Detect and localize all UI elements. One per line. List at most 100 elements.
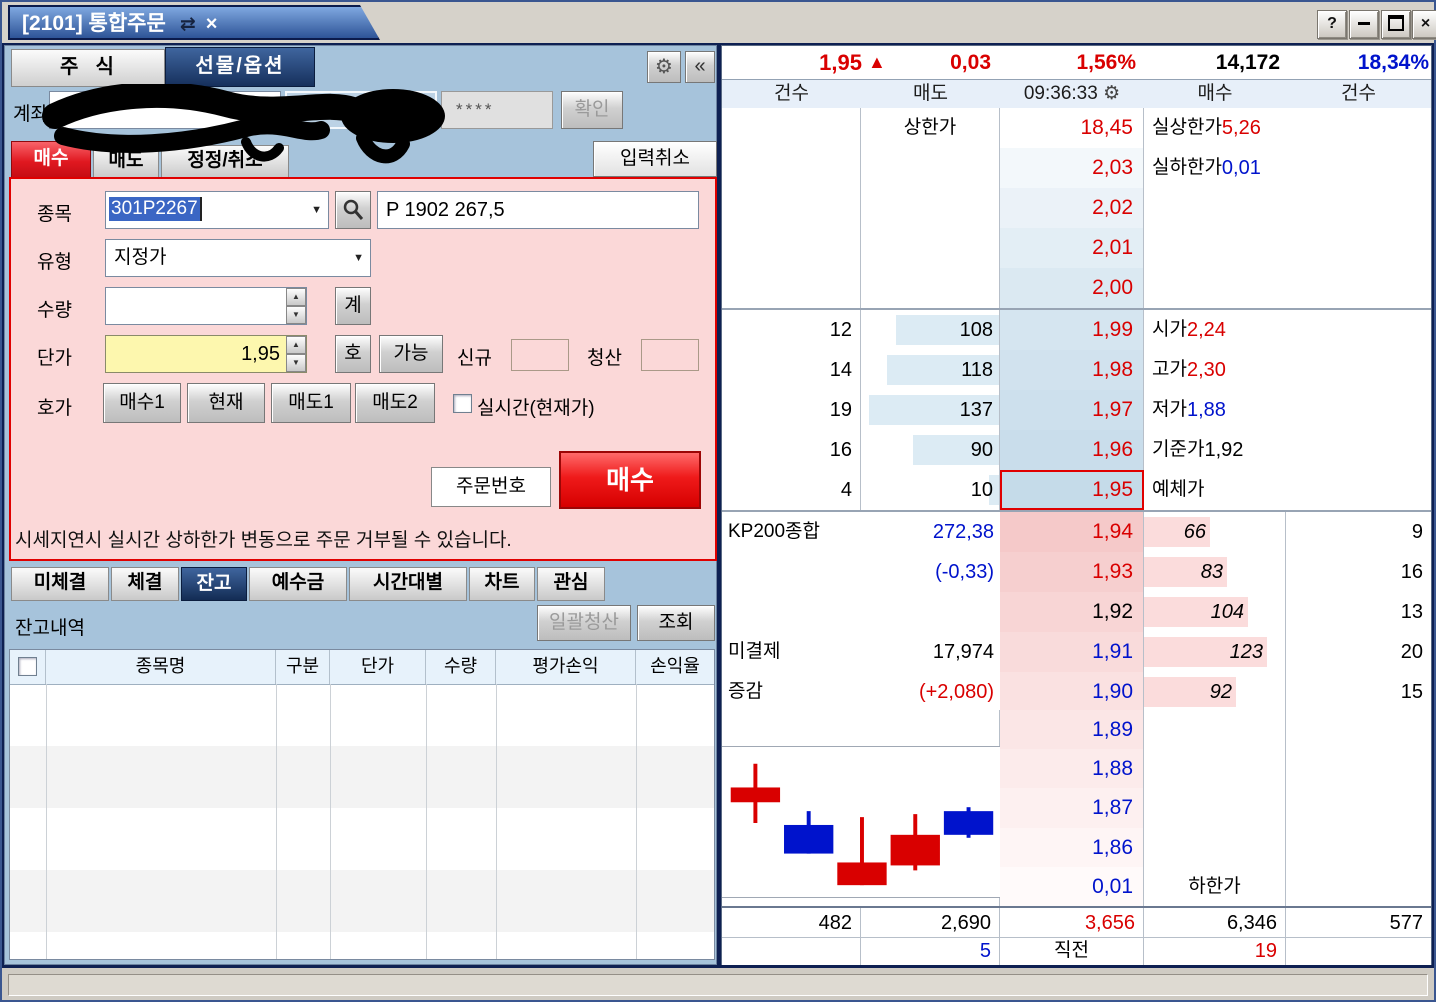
hoga-sell2-button[interactable]: 매도2 — [355, 383, 435, 423]
ask-count: 4 — [722, 470, 861, 510]
spin-down-icon[interactable]: ▼ — [286, 354, 306, 372]
bid-depth-bar: 92 — [1144, 677, 1236, 707]
ask-qty-cell: 90 — [861, 430, 1000, 470]
spin-up-icon[interactable]: ▲ — [286, 336, 306, 354]
ask-qty: 90 — [970, 439, 993, 461]
liquidate-position-field[interactable] — [641, 339, 699, 371]
current-price-cell[interactable]: 1,95 — [1000, 470, 1144, 510]
price-cell[interactable]: 0,01 — [1000, 866, 1144, 907]
price-cell[interactable]: 1,89 — [1000, 710, 1144, 750]
symbol-combo[interactable]: 301P2267 ▼ — [105, 191, 329, 229]
order-type-select[interactable]: 지정가 ▼ — [105, 239, 371, 277]
change-pct: 1,56% — [1076, 51, 1136, 74]
collapse-button[interactable]: « — [685, 51, 715, 83]
confirm-button[interactable]: 확인 — [561, 91, 623, 129]
quantity-total-button[interactable]: 계 — [335, 287, 371, 325]
price-cell[interactable]: 1,97 — [1000, 390, 1144, 430]
tab-balance[interactable]: 잔고 — [181, 567, 247, 601]
tab-deposits[interactable]: 예수금 — [249, 567, 347, 601]
chevron-down-icon[interactable]: ▼ — [311, 204, 322, 216]
open-interest-value: 17,974 — [932, 641, 994, 663]
gear-icon[interactable]: ⚙ — [1103, 83, 1121, 104]
new-position-field[interactable] — [511, 339, 569, 371]
price-cell[interactable]: 2,02 — [1000, 188, 1144, 228]
bid-qty: 123 — [1229, 641, 1263, 663]
oi-change-value: (+2,080) — [918, 681, 994, 703]
account-number-field[interactable] — [49, 91, 281, 129]
cancel-input-button[interactable]: 입력취소 — [593, 141, 717, 177]
ask-depth-bar — [896, 315, 999, 345]
ask-qty: 118 — [961, 359, 993, 381]
close-button[interactable]: × — [1412, 10, 1436, 39]
tab-watchlist[interactable]: 관심 — [537, 567, 605, 601]
tab-modify-cancel[interactable]: 정정/취소 — [161, 145, 289, 179]
query-button[interactable]: 조회 — [637, 605, 715, 641]
col-side: 구분 — [276, 650, 330, 684]
tab-time[interactable]: 시간대별 — [349, 567, 467, 601]
candlestick-svg — [730, 763, 994, 886]
account-name-field[interactable] — [285, 91, 437, 129]
tab-open-orders[interactable]: 미체결 — [11, 567, 109, 601]
symbol-name-field[interactable]: P 1902 267,5 — [377, 191, 699, 229]
price-cell[interactable]: 1,87 — [1000, 788, 1144, 828]
price-cell[interactable]: 1,98 — [1000, 350, 1144, 390]
chevron-down-icon[interactable]: ▼ — [353, 252, 364, 264]
ask-row: 14 118 1,98 고가 2,30 — [722, 350, 1431, 390]
spin-up-icon[interactable]: ▲ — [286, 288, 306, 306]
order-warning-text: 시세지연시 실시간 상하한가 변동으로 주문 거부될 수 있습니다. — [15, 530, 512, 551]
tab-sell[interactable]: 매도 — [93, 145, 159, 179]
price-cell[interactable]: 1,93 — [1000, 552, 1144, 592]
price-cell[interactable]: 2,03 — [1000, 148, 1144, 188]
tab-buy[interactable]: 매수 — [11, 141, 91, 179]
select-all-checkbox[interactable] — [18, 657, 37, 676]
minimize-button[interactable] — [1349, 10, 1379, 39]
quantity-input[interactable]: ▲ ▼ — [105, 287, 307, 325]
buy-order-form: 종목 301P2267 ▼ P 1902 267,5 유형 지정가 ▼ 수량 ▲… — [9, 177, 717, 561]
window-title-tab[interactable]: [2101] 통합주문 ⇄ × — [8, 5, 380, 40]
spin-down-icon[interactable]: ▼ — [286, 306, 306, 324]
tab-fills[interactable]: 체결 — [111, 567, 179, 601]
help-button[interactable]: ? — [1317, 10, 1347, 39]
available-button[interactable]: 가능 — [379, 335, 443, 373]
tab-stock[interactable]: 주 식 — [11, 49, 165, 87]
hoga-sell1-button[interactable]: 매도1 — [271, 383, 351, 423]
realtime-label: 실시간(현재가) — [477, 398, 595, 419]
password-field[interactable]: **** — [441, 91, 553, 129]
price-stepper[interactable]: ▲ ▼ — [286, 336, 306, 372]
price-cell[interactable]: 2,01 — [1000, 228, 1144, 268]
liquidate-all-button[interactable]: 일괄청산 — [537, 605, 631, 641]
bid-qty-cell: 92 — [1144, 672, 1286, 712]
tab-close-icon[interactable]: × — [205, 13, 218, 35]
price-cell[interactable]: 2,00 — [1000, 268, 1144, 308]
hoga-buy1-button[interactable]: 매수1 — [103, 383, 181, 423]
status-field — [8, 974, 1428, 996]
hoga-current-button[interactable]: 현재 — [187, 383, 265, 423]
price-input[interactable]: 1,95 ▲ ▼ — [105, 335, 307, 373]
price-cell[interactable]: 1,96 — [1000, 430, 1144, 470]
bid-qty-cell: 66 — [1144, 512, 1286, 552]
maximize-button[interactable] — [1381, 10, 1411, 39]
price-cell[interactable]: 1,90 — [1000, 672, 1144, 712]
select-all-cell[interactable] — [10, 650, 46, 684]
quantity-stepper[interactable]: ▲ ▼ — [286, 288, 306, 324]
symbol-search-button[interactable] — [335, 191, 371, 229]
price-cell[interactable]: 1,94 — [1000, 512, 1144, 552]
price-hoga-button[interactable]: 호 — [335, 335, 371, 373]
price-cell[interactable]: 1,91 — [1000, 632, 1144, 672]
ask-count: 16 — [722, 430, 861, 470]
price-cell[interactable]: 1,99 — [1000, 310, 1144, 350]
price-cell[interactable]: 1,92 — [1000, 592, 1144, 632]
realtime-checkbox[interactable] — [453, 394, 472, 413]
ask-qty: 10 — [970, 479, 993, 501]
price-cell[interactable]: 18,45 — [1000, 108, 1144, 148]
link-icon[interactable]: ⇄ — [179, 14, 196, 35]
header-count-left: 건수 — [774, 83, 809, 104]
buy-submit-button[interactable]: 매수 — [559, 451, 701, 509]
settings-button[interactable]: ⚙ — [647, 51, 681, 83]
band-row: 2,02 — [722, 188, 1431, 228]
price-value: 1,95 — [241, 343, 280, 365]
tab-futures-options[interactable]: 선물/옵션 — [165, 47, 315, 87]
price-cell[interactable]: 1,88 — [1000, 749, 1144, 789]
tab-chart[interactable]: 차트 — [469, 567, 535, 601]
price-cell[interactable]: 1,86 — [1000, 827, 1144, 867]
